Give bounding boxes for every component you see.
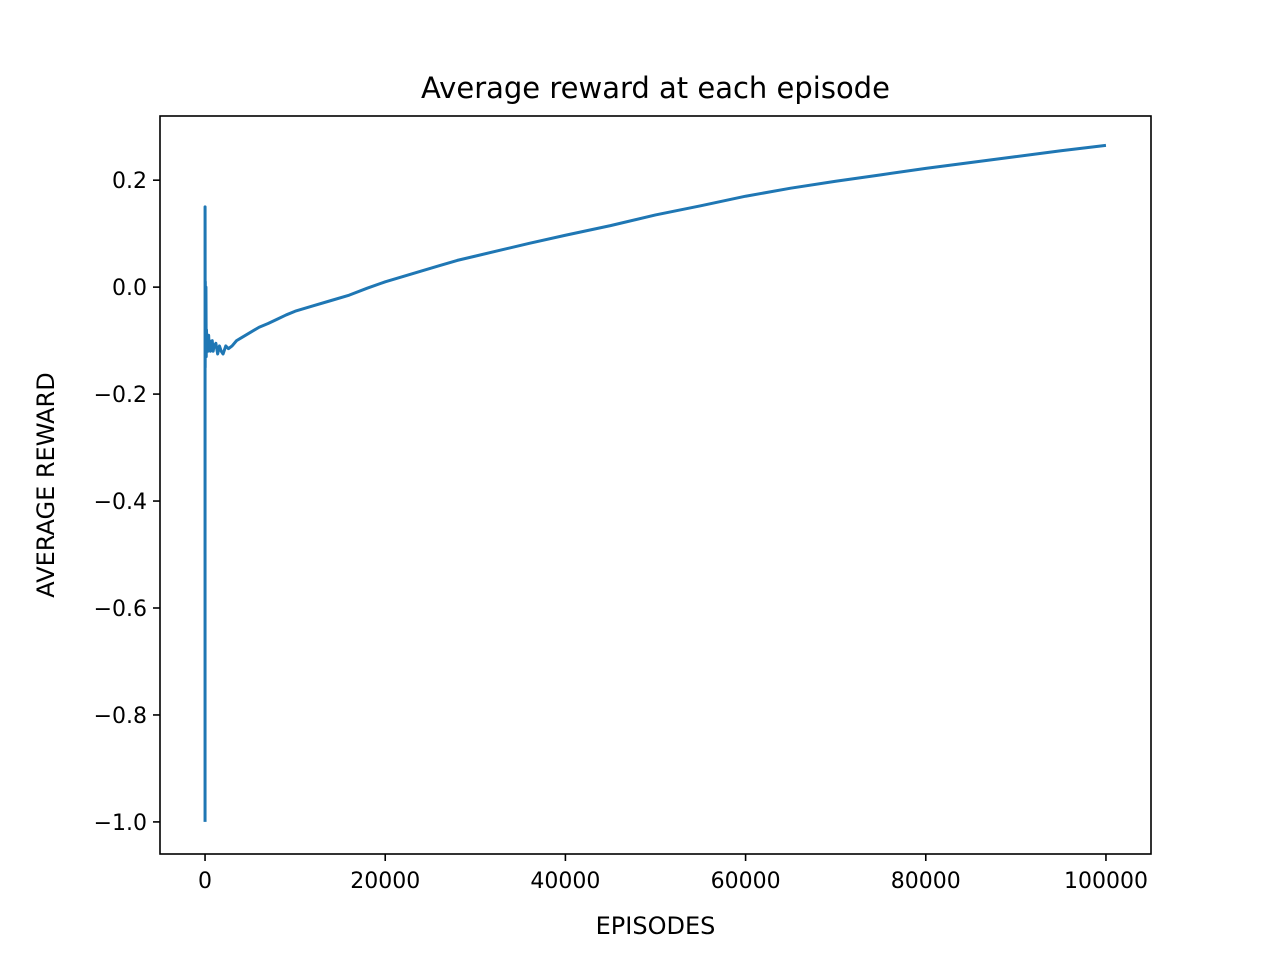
y-tick-label: −1.0 [94,811,147,836]
plot-line-layer [203,143,1107,822]
y-tick-label: −0.8 [94,704,147,729]
y-tick-label: 0.0 [112,276,147,301]
y-tick-label: −0.6 [94,597,147,622]
x-tick-label: 0 [198,869,212,894]
x-tick-label: 80000 [891,869,961,894]
y-axis-ticks: 0.2 0.0 −0.2 −0.4 −0.6 −0.8 −1.0 [94,169,160,836]
chart-title: Average reward at each episode [421,71,890,105]
x-tick-label: 100000 [1064,869,1148,894]
x-axis-ticks: 0 20000 40000 60000 80000 100000 [198,854,1148,894]
plot-frame [159,115,1152,855]
y-tick-label: −0.2 [94,383,147,408]
x-tick-label: 60000 [711,869,781,894]
y-tick-label: 0.2 [112,169,147,194]
series-line-0 [203,143,1107,822]
y-axis-label: AVERAGE REWARD [32,372,60,597]
y-tick-label: −0.4 [94,490,147,515]
x-tick-label: 40000 [530,869,600,894]
x-tick-label: 20000 [350,869,420,894]
x-axis-label: EPISODES [596,912,716,940]
